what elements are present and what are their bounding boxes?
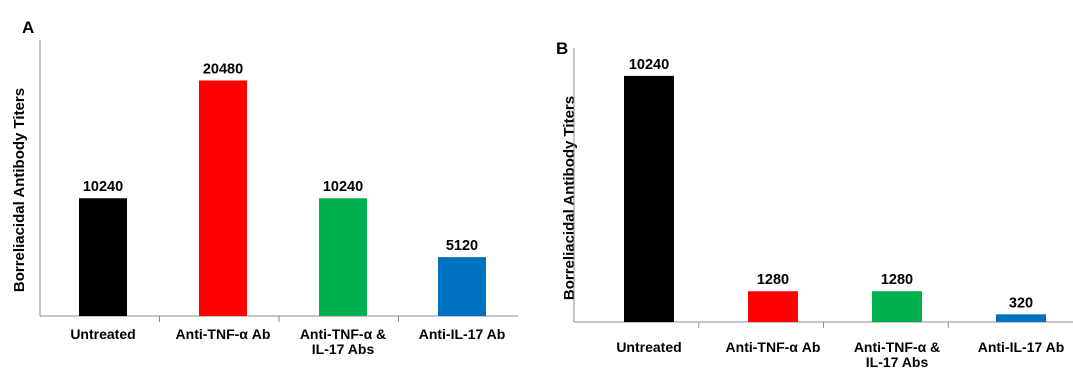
panel-b-category-label: IL-17 Abs <box>866 354 929 370</box>
panel-b-bar-1 <box>624 75 674 322</box>
panel-b-bar-3 <box>872 291 922 322</box>
panel-b-value-label: 10240 <box>629 57 669 73</box>
panel-b-value-label: 320 <box>1009 295 1033 311</box>
panel-b-value-label: 1280 <box>757 272 789 288</box>
panel-a-value-label: 20480 <box>203 61 243 77</box>
panel-b-y-axis-label: Borreliacidal Antibody Titers <box>561 96 578 300</box>
panel-a-bar-2 <box>199 80 247 316</box>
panel-a-value-label: 10240 <box>323 179 363 195</box>
panel-a-value-label: 5120 <box>446 238 478 254</box>
panel-a-bar-4 <box>438 257 486 316</box>
panel-a-value-label: 10240 <box>83 179 123 195</box>
panel-a-y-axis-label: Borreliacidal Antibody Titers <box>11 88 28 292</box>
panel-b-category-label: Anti-TNF-α & <box>854 339 940 355</box>
panel-a-category-label: Anti-IL-17 Ab <box>419 326 506 342</box>
panel-a-category-label: Anti-TNF-α & <box>300 326 386 342</box>
panel-a-category-label: Anti-TNF-α Ab <box>176 326 271 342</box>
panel-a-category-label: IL-17 Abs <box>312 341 375 357</box>
panel-a-bar-3 <box>319 198 367 316</box>
panel-b-category-label: Anti-TNF-α Ab <box>726 339 821 355</box>
panel-b-value-label: 1280 <box>881 272 913 288</box>
panel-a-bar-1 <box>79 198 127 316</box>
panel-a-category-label: Untreated <box>70 326 135 342</box>
panel-b-bar-2 <box>748 291 798 322</box>
panel-a-letter: A <box>22 18 34 37</box>
panel-b-bar-4 <box>996 314 1046 322</box>
panel-b-category-label: Untreated <box>616 339 681 355</box>
panel-b-letter: B <box>556 39 568 58</box>
panel-b-category-label: Anti-IL-17 Ab <box>978 339 1065 355</box>
